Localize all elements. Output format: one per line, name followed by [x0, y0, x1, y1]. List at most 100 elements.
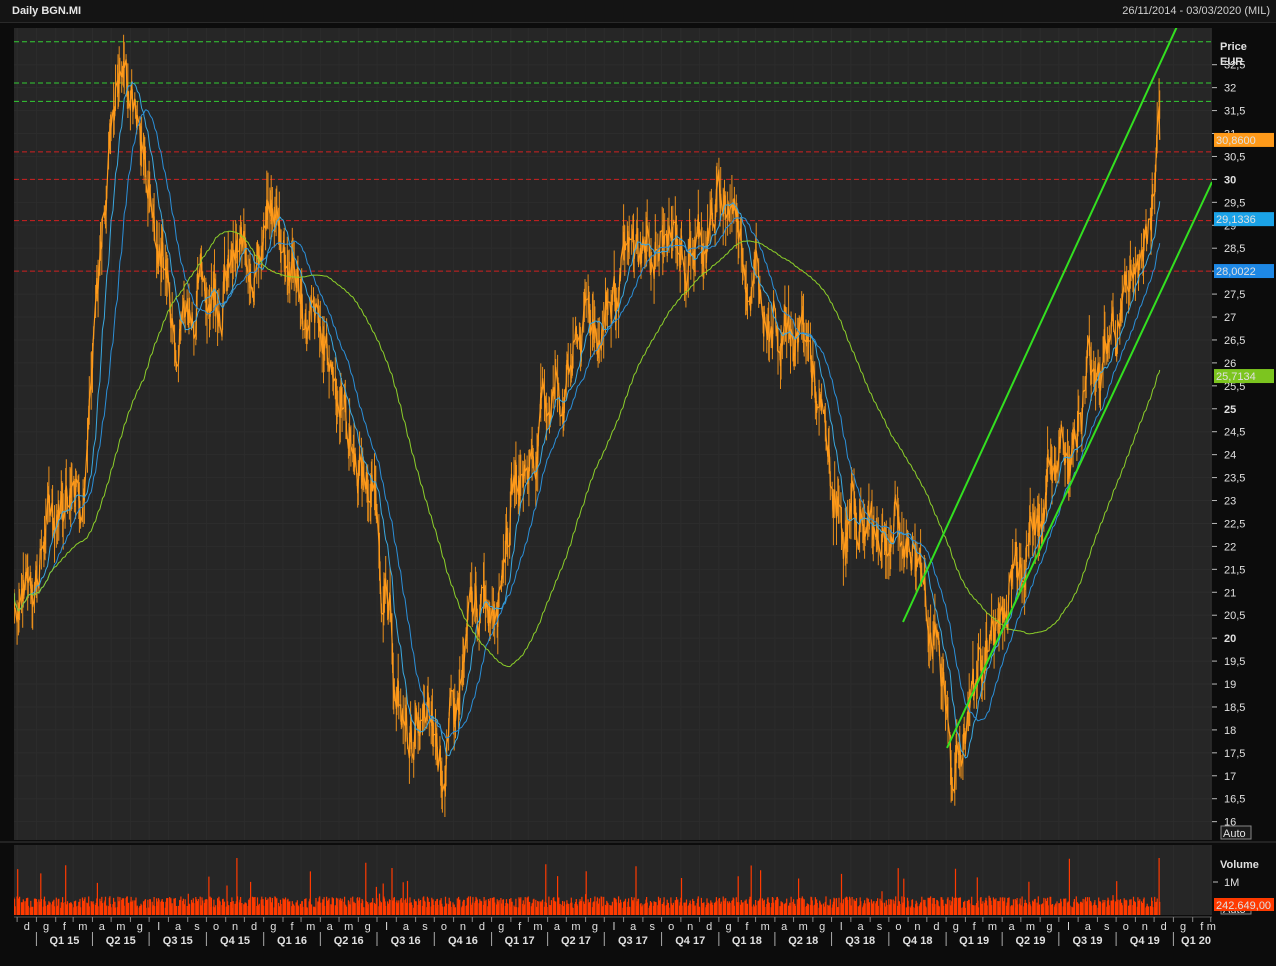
x-quarter-label: Q4 18 [902, 935, 932, 947]
title-bar: Daily BGN.MI 26/11/2014 - 03/03/2020 (MI… [0, 0, 1276, 23]
y-tick-label: 23 [1224, 496, 1236, 508]
x-month-label: d [706, 921, 712, 933]
x-month-label: a [857, 921, 864, 933]
x-quarter-label: Q1 19 [959, 935, 989, 947]
volume-axis: Volume 1M [1213, 859, 1259, 889]
value-tags: 30,8600 29,1336 28,0022 25,7134 [1214, 132, 1274, 384]
y-tick-label: 24 [1224, 450, 1236, 462]
x-month-label: m [344, 921, 353, 933]
x-month-label: a [630, 921, 637, 933]
x-month-label: l [613, 921, 615, 933]
series-layer [14, 34, 1161, 817]
y-tick-label: 22,5 [1224, 518, 1245, 530]
x-month-label: f [745, 921, 749, 933]
ma-mid-tag: 28,0022 [1216, 266, 1256, 278]
x-month-label: d [251, 921, 257, 933]
y-tick-label: 21 [1224, 587, 1236, 599]
price-axis: Price EUR 1616,51717,51818,51919,52020,5… [1212, 41, 1247, 829]
x-month-label: a [554, 921, 561, 933]
y-tick-label: 26 [1224, 358, 1236, 370]
x-month-label: o [895, 921, 901, 933]
x-month-label: s [194, 921, 200, 933]
x-quarter-label: Q2 19 [1016, 935, 1046, 947]
channel-upper [902, 28, 1178, 623]
ma-mid-tag-bg [1214, 264, 1274, 279]
price-panel [14, 28, 1212, 840]
y-tick-label: 18 [1224, 725, 1236, 737]
x-quarter-label: Q2 16 [334, 935, 364, 947]
x-month-label: g [365, 921, 371, 933]
x-month-label: g [498, 921, 504, 933]
volume-last-value: 242.649,00 [1216, 900, 1271, 912]
x-quarter-label: Q3 17 [618, 935, 648, 947]
ma-short-tag-bg [1214, 212, 1274, 227]
x-month-label: o [213, 921, 219, 933]
x-month-label: l [385, 921, 387, 933]
volume-tick-1m: 1M [1224, 877, 1239, 889]
x-month-label: s [877, 921, 883, 933]
x-month-label: m [799, 921, 808, 933]
y-tick-label: 31,5 [1224, 106, 1245, 118]
x-quarter-label: Q1 18 [732, 935, 762, 947]
y-tick-label: 20,5 [1224, 610, 1245, 622]
y-tick-label: 26,5 [1224, 335, 1245, 347]
x-month-label: d [479, 921, 485, 933]
ma-short-tag: 29,1336 [1216, 214, 1256, 226]
x-month-label: m [1207, 921, 1216, 933]
x-month-label: o [668, 921, 674, 933]
volume-series [14, 858, 1161, 915]
x-month-label: a [99, 921, 106, 933]
x-month-label: f [1200, 921, 1204, 933]
date-range: 26/11/2014 - 03/03/2020 (MIL) [1122, 5, 1270, 17]
x-month-label: f [63, 921, 67, 933]
x-quarter-label: Q3 18 [845, 935, 875, 947]
y-tick-label: 27 [1224, 312, 1236, 324]
y-tick-label: 29,5 [1224, 197, 1245, 209]
y-tick-label: 21,5 [1224, 564, 1245, 576]
x-month-label: n [1142, 921, 1148, 933]
x-month-label: g [1180, 921, 1186, 933]
axis-title-volume: Volume [1220, 859, 1259, 871]
x-quarter-label: Q2 15 [106, 935, 136, 947]
x-month-label: a [175, 921, 182, 933]
x-quarter-label: Q2 17 [561, 935, 591, 947]
x-quarter-label: Q3 16 [391, 935, 421, 947]
x-month-label: g [725, 921, 731, 933]
x-month-label: m [571, 921, 580, 933]
y-tick-label: 22 [1224, 541, 1236, 553]
x-month-label: f [518, 921, 522, 933]
x-month-label: a [403, 921, 410, 933]
y-tick-label: 18,5 [1224, 702, 1245, 714]
x-month-label: a [327, 921, 334, 933]
x-month-label: m [988, 921, 997, 933]
ma-long-line [14, 230, 1161, 668]
y-tick-label: 24,5 [1224, 427, 1245, 439]
x-month-label: a [1008, 921, 1015, 933]
x-month-label: l [158, 921, 160, 933]
y-tick-label: 19 [1224, 679, 1236, 691]
x-month-label: s [649, 921, 655, 933]
x-month-label: g [1046, 921, 1052, 933]
x-quarter-label: Q1 15 [49, 935, 79, 947]
x-month-label: m [1026, 921, 1035, 933]
ma-mid-line [14, 109, 1161, 739]
x-month-label: f [973, 921, 977, 933]
x-quarter-label: Q3 15 [163, 935, 193, 947]
x-month-label: s [1104, 921, 1110, 933]
axis-title-price: Price [1220, 41, 1247, 53]
axis-title-currency: EUR [1220, 56, 1243, 68]
trend-channel [902, 28, 1212, 749]
y-tick-label: 16,5 [1224, 794, 1245, 806]
x-month-label: m [761, 921, 770, 933]
volume-last-tag: 242.649,00 [1214, 898, 1274, 912]
y-tick-label: 28,5 [1224, 243, 1245, 255]
price-auto-button[interactable]: Auto [1220, 825, 1252, 840]
price-auto-label: Auto [1223, 828, 1246, 840]
x-month-label: g [819, 921, 825, 933]
y-tick-label: 30 [1224, 174, 1236, 186]
x-month-label: g [953, 921, 959, 933]
x-quarter-label: Q2 18 [788, 935, 818, 947]
x-month-label: f [290, 921, 294, 933]
